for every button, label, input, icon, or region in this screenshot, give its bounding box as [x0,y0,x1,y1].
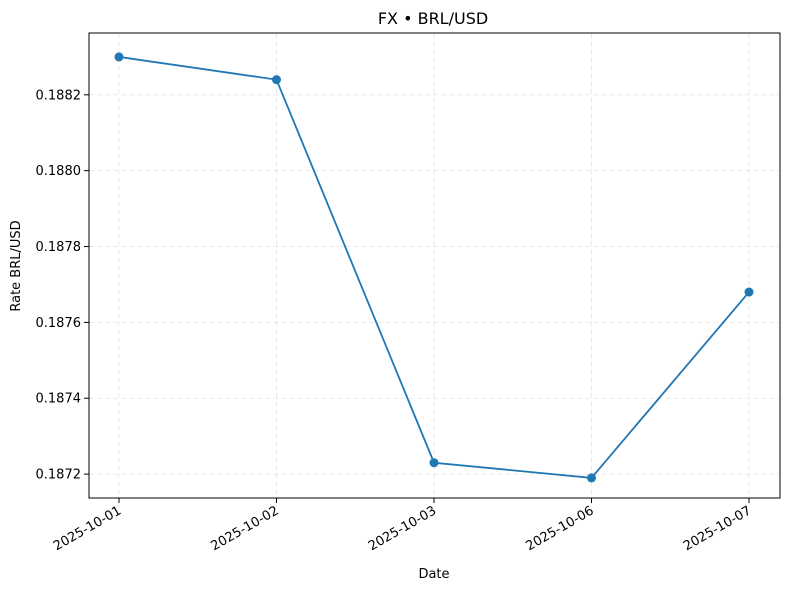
chart-title: FX • BRL/USD [378,9,488,28]
x-tick-label: 2025-10-02 [209,503,282,554]
y-tick-label: 0.1880 [36,164,82,179]
x-tick-label: 2025-10-01 [51,503,124,554]
data-point [114,52,124,62]
y-axis-label: Rate BRL/USD [9,220,24,311]
x-axis-label: Date [418,567,449,582]
series-layer [114,52,754,483]
y-tick-label: 0.1878 [36,240,82,255]
y-tick-label: 0.1874 [36,392,82,407]
y-tick-label: 0.1876 [36,316,82,331]
x-tick-label: 2025-10-06 [524,503,597,554]
grid [89,33,780,498]
y-ticks: 0.1872 0.1874 0.1876 0.1878 0.1880 0.1882 [36,88,89,483]
data-point [587,473,596,483]
axes [88,32,781,499]
data-point [429,458,439,468]
data-point [744,287,754,297]
y-tick-label: 0.1872 [36,468,82,483]
x-tick-label: 2025-10-07 [681,503,754,554]
plot-frame [88,32,781,499]
y-tick-label: 0.1882 [36,88,82,103]
data-point [272,75,281,85]
x-ticks: 2025-10-01 2025-10-02 2025-10-03 2025-10-06… [51,498,754,554]
x-tick-label: 2025-10-03 [366,503,439,554]
